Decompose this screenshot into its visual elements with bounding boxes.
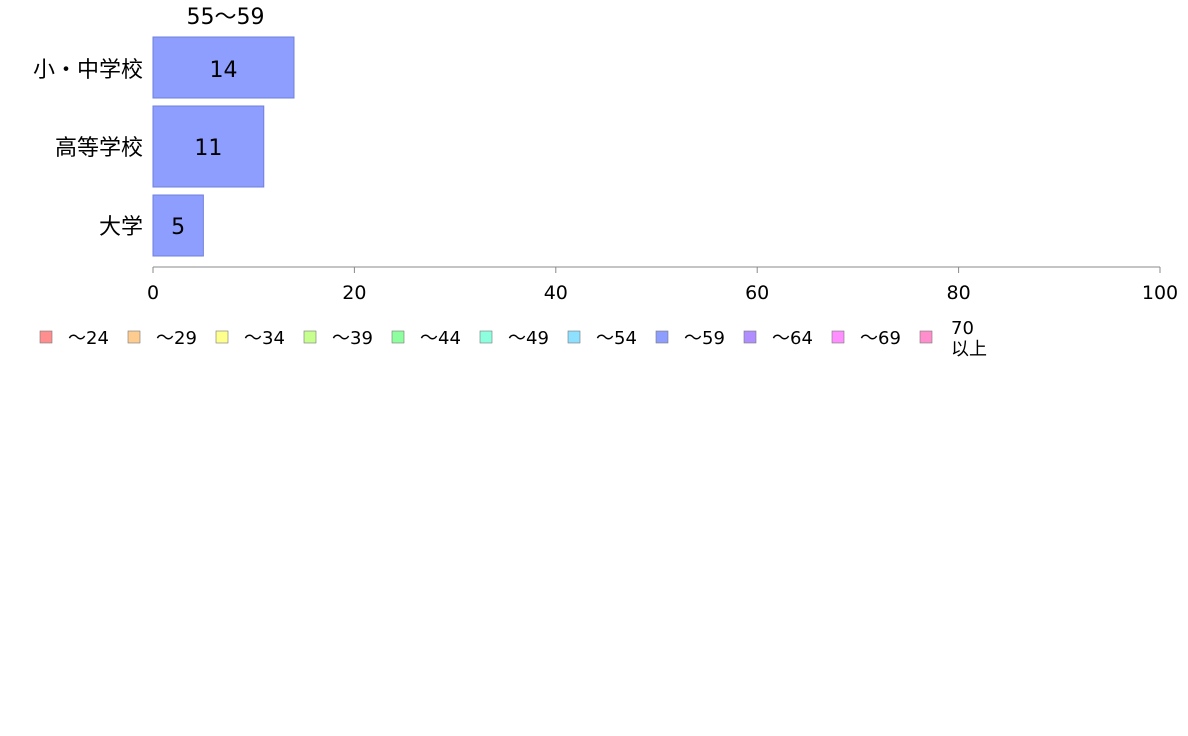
legend-swatch [831,330,845,344]
legend-label: ～39 [332,328,373,349]
legend-swatch [743,330,757,344]
legend-label: ～44 [420,328,461,349]
legend-label: ～69 [860,328,901,349]
legend-label: ～59 [684,328,725,349]
legend-swatch [479,330,493,344]
legend-swatch [655,330,669,344]
legend-swatch [303,330,317,344]
legend-label: ～29 [156,328,197,349]
legend-label: ～34 [244,328,285,349]
x-tick-label: 60 [745,282,769,304]
legend-swatch [39,330,53,344]
legend-label: ～54 [596,328,637,349]
data-label: 11 [194,136,222,161]
data-label: 14 [209,58,237,83]
x-tick-label: 40 [544,282,568,304]
bar-segment [152,194,204,257]
legend-swatch [215,330,229,344]
x-tick-label: 20 [342,282,366,304]
legend-swatch [567,330,581,344]
legend-swatch [127,330,141,344]
x-tick-label: 0 [147,282,159,304]
legend-label: 70 以上 [951,318,987,360]
bar-segment [152,105,265,188]
category-label: 高等学校 [55,136,143,161]
x-tick-label: 80 [947,282,971,304]
category-label: 大学 [99,215,143,240]
legend-label: ～64 [772,328,813,349]
x-tick-label: 100 [1142,282,1178,304]
legend-swatch [919,330,933,344]
series-caption: 55～59 [186,5,264,30]
legend-label: ～49 [508,328,549,349]
category-label: 小・中学校 [33,58,143,83]
legend-swatch [391,330,405,344]
data-label: 5 [171,215,185,240]
bar-segment [152,36,295,99]
legend-label: ～24 [68,328,109,349]
